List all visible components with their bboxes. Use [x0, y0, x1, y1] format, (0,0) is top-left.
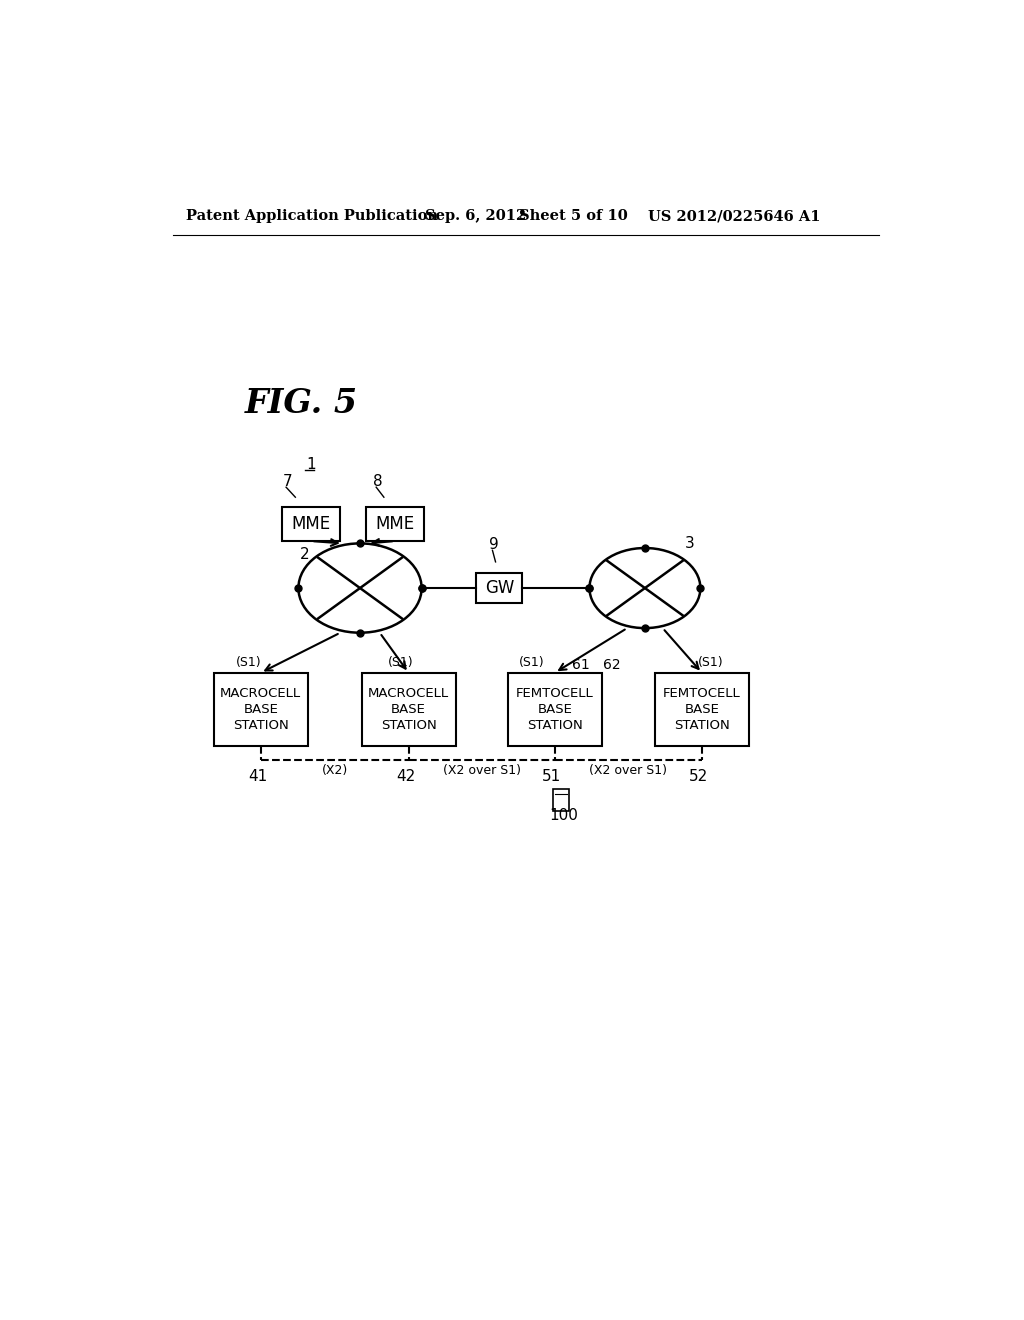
Text: MACROCELL
BASE
STATION: MACROCELL BASE STATION [368, 686, 450, 731]
Bar [553, 789, 568, 810]
Text: (S1): (S1) [388, 656, 414, 669]
Text: 42: 42 [396, 770, 415, 784]
Text: FIG. 5: FIG. 5 [245, 387, 357, 420]
Text: (S1): (S1) [519, 656, 545, 669]
Text: 61: 61 [571, 659, 590, 672]
Text: 62: 62 [602, 659, 621, 672]
Text: (X2 over S1): (X2 over S1) [590, 764, 668, 777]
Text: 41: 41 [248, 770, 267, 784]
Bar [361, 673, 456, 746]
Text: 51: 51 [542, 770, 561, 784]
Text: 8: 8 [373, 474, 383, 490]
Text: Sheet 5 of 10: Sheet 5 of 10 [519, 209, 628, 223]
Bar [655, 673, 749, 746]
Text: 52: 52 [689, 770, 709, 784]
Text: MME: MME [376, 515, 415, 533]
Text: 1: 1 [306, 457, 315, 473]
Text: (X2): (X2) [322, 764, 348, 777]
Text: US 2012/0225646 A1: US 2012/0225646 A1 [648, 209, 820, 223]
Text: 9: 9 [489, 537, 499, 553]
Text: Sep. 6, 2012: Sep. 6, 2012 [425, 209, 526, 223]
Text: Patent Application Publication: Patent Application Publication [186, 209, 438, 223]
Text: (X2 over S1): (X2 over S1) [442, 764, 520, 777]
Bar [283, 507, 340, 541]
Text: 2: 2 [300, 548, 309, 562]
Bar [214, 673, 307, 746]
Bar [508, 673, 602, 746]
Text: (S1): (S1) [698, 656, 724, 669]
Text: 7: 7 [283, 474, 293, 490]
Bar [476, 573, 522, 603]
Text: FEMTOCELL
BASE
STATION: FEMTOCELL BASE STATION [516, 686, 594, 731]
Text: MME: MME [292, 515, 331, 533]
Text: FEMTOCELL
BASE
STATION: FEMTOCELL BASE STATION [663, 686, 740, 731]
Text: MACROCELL
BASE
STATION: MACROCELL BASE STATION [220, 686, 301, 731]
Bar [367, 507, 424, 541]
Text: (S1): (S1) [237, 656, 262, 669]
Text: GW: GW [484, 579, 514, 597]
Text: 100: 100 [549, 808, 578, 822]
Text: 3: 3 [685, 536, 694, 550]
